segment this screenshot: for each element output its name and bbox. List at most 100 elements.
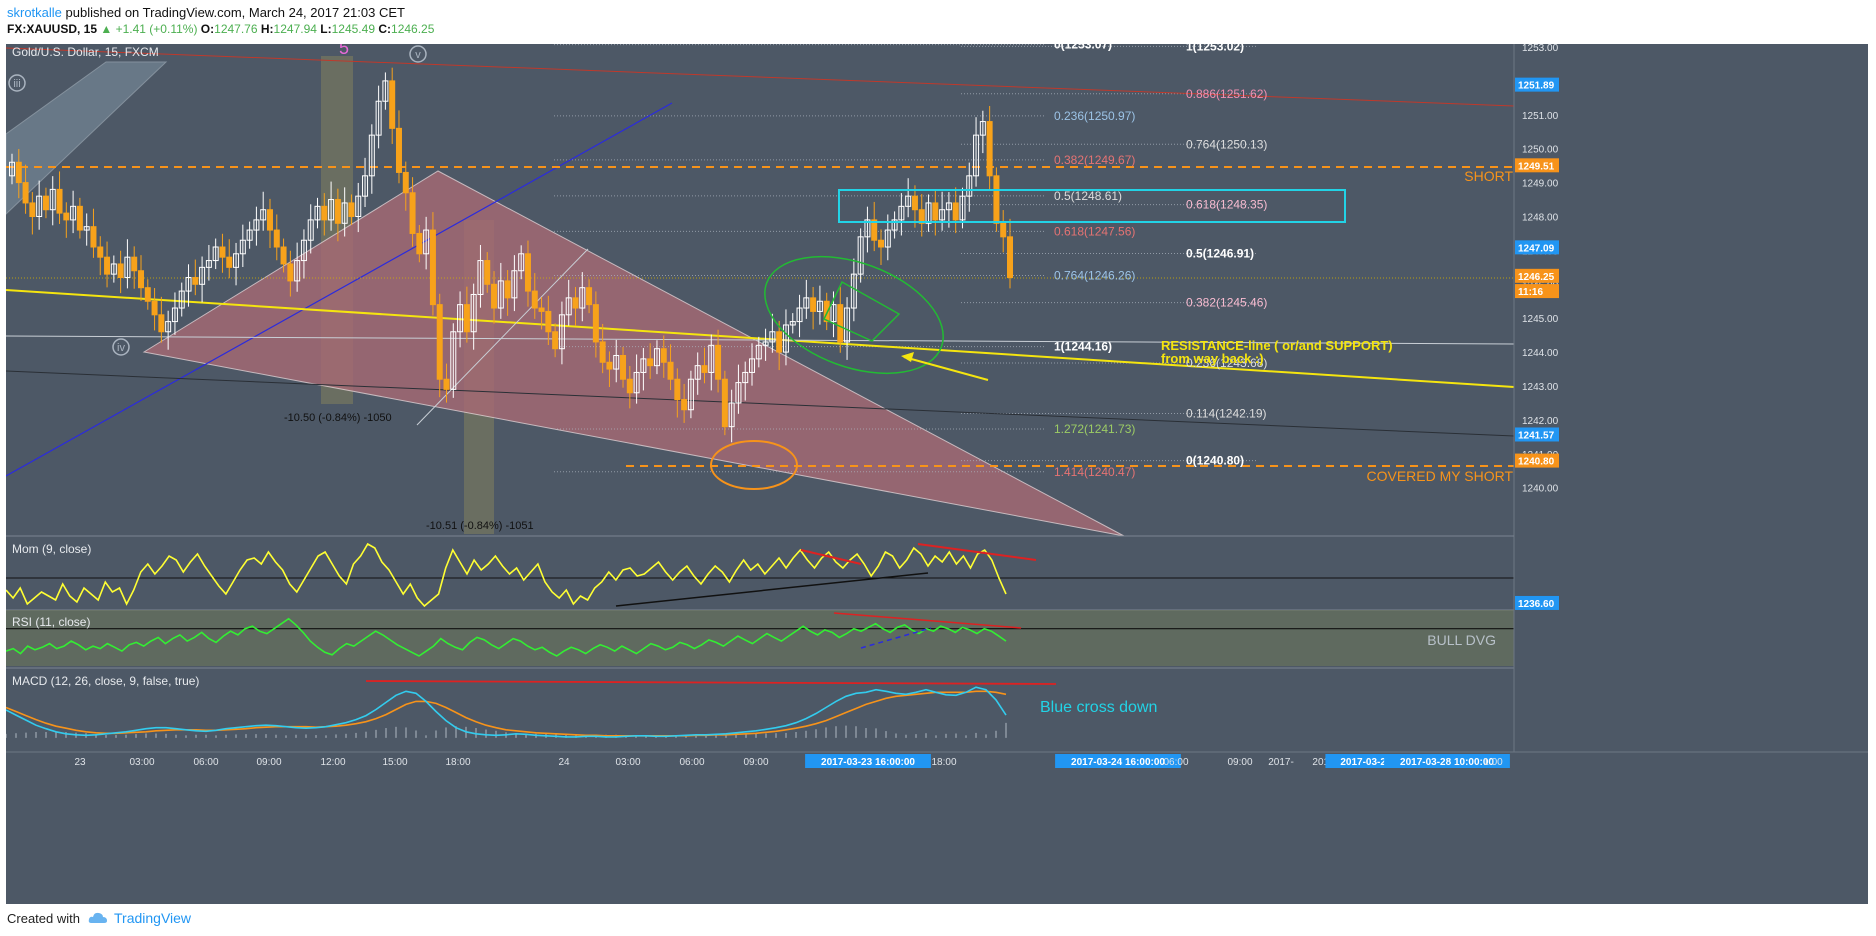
candle-body bbox=[810, 297, 817, 312]
price-tick-label: 1244.00 bbox=[1522, 348, 1559, 359]
candle-body bbox=[749, 358, 756, 373]
price-tick-label: 1242.00 bbox=[1522, 416, 1559, 427]
ohlc-legend: FX:XAUUSD, 15 ▲ +1.41 (+0.11%) O:1247.76… bbox=[7, 22, 434, 36]
candle-body bbox=[864, 219, 871, 238]
candle-body bbox=[151, 300, 158, 316]
candle-body bbox=[294, 260, 301, 282]
candle-body bbox=[518, 253, 525, 272]
candle-body bbox=[443, 378, 450, 390]
price-tick-label: 1249.00 bbox=[1522, 179, 1559, 190]
momentum-title: Mom (9, close) bbox=[12, 542, 91, 556]
candle-body bbox=[450, 331, 457, 390]
candle-body bbox=[457, 304, 464, 333]
candle-body bbox=[647, 358, 654, 367]
orange-ellipse bbox=[710, 440, 798, 490]
close-label: C: bbox=[378, 22, 392, 36]
signal-line bbox=[5, 690, 1007, 737]
time-tick-label: 2017-03-24 16:00:00 bbox=[1071, 757, 1165, 768]
tradingview-logo-link[interactable]: TradingView bbox=[88, 910, 191, 926]
candle-body bbox=[131, 256, 138, 272]
price-tick-label: 1248.00 bbox=[1522, 213, 1559, 224]
candle-body bbox=[830, 304, 837, 323]
price-tick-label: 1243.00 bbox=[1522, 382, 1559, 393]
candle-body bbox=[260, 209, 267, 221]
candle-body bbox=[552, 331, 559, 350]
candle-body bbox=[708, 344, 715, 373]
candle-body bbox=[524, 253, 531, 292]
candle-body bbox=[239, 239, 246, 255]
candle-body bbox=[599, 341, 606, 363]
candle-body bbox=[104, 256, 111, 275]
macd-line bbox=[5, 686, 1007, 738]
candle-body bbox=[382, 80, 389, 102]
candle-body bbox=[945, 202, 952, 211]
candle-body bbox=[395, 127, 402, 173]
candle-body bbox=[314, 205, 321, 221]
candle-body bbox=[640, 358, 647, 373]
candle-body bbox=[545, 310, 552, 333]
time-tick-label: 18:00 bbox=[445, 757, 470, 768]
candle-body bbox=[63, 212, 70, 221]
publish-header: skrotkalle published on TradingView.com,… bbox=[0, 0, 1876, 44]
chart-area[interactable]: 0(1253.07) 0.236(1250.97) 0.382(1249.67) 0.… bbox=[5, 38, 1868, 904]
candle-body bbox=[844, 307, 851, 343]
candle-body bbox=[592, 304, 599, 343]
resistance-box bbox=[838, 189, 1346, 223]
fib-left-label: 0(1253.07) bbox=[1054, 44, 1112, 52]
candle-body bbox=[219, 246, 226, 258]
fib-left-label: 0.618(1247.56) bbox=[1054, 224, 1135, 238]
candle-body bbox=[436, 304, 443, 380]
range-label: -10.51 (-0.84%) -1051 bbox=[426, 520, 534, 532]
footer: Created with TradingView bbox=[0, 904, 1876, 936]
wave-circle bbox=[112, 338, 130, 356]
candle-body bbox=[952, 202, 959, 221]
candle-body bbox=[463, 304, 470, 333]
candle-body bbox=[620, 354, 627, 380]
wave-label: iii bbox=[13, 78, 20, 90]
low-label: L: bbox=[320, 22, 332, 36]
price-tick-label: 1240.00 bbox=[1522, 484, 1559, 495]
blue-trend-line bbox=[5, 102, 673, 477]
rsi-title: RSI (11, close) bbox=[12, 615, 90, 629]
macd-red-arrow bbox=[365, 680, 1057, 685]
open-value: 1247.76 bbox=[214, 22, 258, 36]
change-value: +1.41 (+0.11%) bbox=[115, 22, 198, 36]
price-tag-label: 1246.25 bbox=[1518, 272, 1555, 283]
candle-body bbox=[803, 297, 810, 309]
candle-body bbox=[348, 202, 355, 218]
candle-body bbox=[776, 331, 783, 353]
time-tag bbox=[805, 754, 931, 768]
candle-body bbox=[497, 280, 504, 309]
candle-body bbox=[850, 273, 857, 309]
low-value: 1245.49 bbox=[331, 22, 375, 36]
candle-body bbox=[477, 260, 484, 295]
candle-body bbox=[966, 175, 973, 197]
close-value: 1246.25 bbox=[391, 22, 435, 36]
time-tag bbox=[1055, 754, 1181, 768]
price-tag-label: 11:16 bbox=[1518, 287, 1543, 298]
candle-body bbox=[993, 175, 1000, 224]
time-tick-label: 2017-03-28 10:00:00 bbox=[1400, 757, 1494, 768]
candle-body bbox=[789, 321, 796, 326]
author-link[interactable]: skrotkalle bbox=[7, 5, 62, 20]
candle-body bbox=[192, 277, 199, 285]
candle-body bbox=[613, 354, 620, 370]
candle-body bbox=[171, 307, 178, 323]
time-tick-label: 18:00 bbox=[931, 757, 956, 768]
time-tick-label: 03:00 bbox=[615, 757, 640, 768]
candle-body bbox=[29, 202, 36, 218]
channel-line bbox=[416, 248, 589, 426]
candle-body bbox=[701, 365, 708, 373]
time-tick-label: 09:00 bbox=[256, 757, 281, 768]
fib-right-label: 0.5(1246.91) bbox=[1186, 246, 1254, 260]
candle-body bbox=[158, 314, 165, 333]
candle-body bbox=[694, 365, 701, 380]
created-with-label: Created with bbox=[7, 911, 80, 926]
chart-svg[interactable]: 0(1253.07) 0.236(1250.97) 0.382(1249.67) 0.… bbox=[5, 38, 1868, 904]
candle-body bbox=[22, 182, 29, 204]
open-label: O: bbox=[200, 22, 215, 36]
published-text: published on TradingView.com, March 24, … bbox=[65, 5, 405, 20]
bull-divergence-label: BULL DVG bbox=[1427, 632, 1496, 648]
resistance-label-2: from way back :) bbox=[1161, 351, 1264, 366]
candle-body bbox=[925, 202, 932, 224]
